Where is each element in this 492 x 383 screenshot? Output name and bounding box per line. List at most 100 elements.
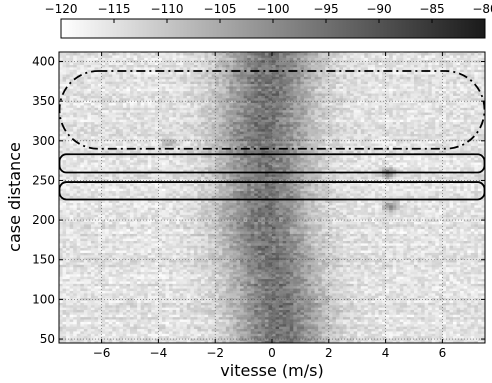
heatmap-cell xyxy=(211,304,216,308)
heatmap-cell xyxy=(410,338,415,341)
heatmap-cell xyxy=(105,333,109,337)
heatmap-cell xyxy=(254,335,259,339)
heatmap-cell xyxy=(190,269,195,272)
heatmap-cell xyxy=(122,262,127,265)
heatmap-cell xyxy=(222,304,227,308)
heatmap-cell xyxy=(467,247,472,251)
heatmap-cell xyxy=(463,269,468,272)
heatmap-cell xyxy=(335,333,340,337)
heatmap-cell xyxy=(122,243,127,246)
heatmap-cell xyxy=(463,247,468,251)
heatmap-cell xyxy=(176,309,180,313)
heatmap-cell xyxy=(144,309,149,313)
heatmap-cell xyxy=(360,316,365,320)
heatmap-cell xyxy=(300,331,305,334)
heatmap-cell xyxy=(105,290,109,294)
heatmap-cell xyxy=(268,309,273,313)
heatmap-cell xyxy=(179,307,184,310)
heatmap-cell xyxy=(378,257,383,261)
heatmap-cell xyxy=(240,304,244,308)
heatmap-cell xyxy=(229,266,234,270)
heatmap-cell xyxy=(282,300,287,303)
heatmap-cell xyxy=(257,319,262,322)
heatmap-cell xyxy=(98,319,102,322)
heatmap-cell xyxy=(236,326,241,330)
heatmap-cell xyxy=(382,266,386,270)
heatmap-cell xyxy=(147,293,152,296)
heatmap-cell xyxy=(378,247,383,251)
heatmap-cell xyxy=(158,290,163,294)
heatmap-cell xyxy=(73,293,78,296)
heatmap-cell xyxy=(470,252,475,256)
heatmap-cell xyxy=(140,290,145,294)
heatmap-cell xyxy=(190,297,195,301)
heatmap-cell xyxy=(193,338,198,341)
heatmap-cell xyxy=(101,243,106,246)
heatmap-cell xyxy=(169,323,173,327)
heatmap-cell xyxy=(172,250,177,253)
heatmap-cell xyxy=(410,290,415,294)
heatmap-cell xyxy=(115,338,120,341)
heatmap-cell xyxy=(264,338,269,341)
heatmap-cell xyxy=(449,288,454,291)
heatmap-cell xyxy=(264,254,269,258)
heatmap-cell xyxy=(414,245,418,249)
heatmap-cell xyxy=(172,338,177,341)
heatmap-cell xyxy=(98,283,102,287)
heatmap-cell xyxy=(431,328,436,332)
heatmap-cell xyxy=(417,252,422,256)
heatmap-cell xyxy=(332,340,337,343)
heatmap-cell xyxy=(367,319,372,322)
heatmap-cell xyxy=(328,250,333,253)
heatmap-cell xyxy=(208,278,212,282)
heatmap-cell xyxy=(126,295,131,299)
heatmap-cell xyxy=(183,264,188,268)
heatmap-cell xyxy=(328,304,333,308)
heatmap-cell xyxy=(208,314,212,318)
heatmap-cell xyxy=(449,259,454,263)
heatmap-cell xyxy=(126,304,131,308)
heatmap-cell xyxy=(453,295,457,299)
heatmap-cell xyxy=(247,314,251,318)
heatmap-cell xyxy=(311,264,315,268)
heatmap-cell xyxy=(314,259,319,263)
heatmap-cell xyxy=(197,331,202,334)
heatmap-cell xyxy=(236,262,241,265)
heatmap-cell xyxy=(428,300,433,303)
heatmap-cell xyxy=(403,288,408,291)
heatmap-cell xyxy=(282,266,287,270)
heatmap-cell xyxy=(360,340,365,343)
heatmap-cell xyxy=(460,316,464,320)
heatmap-cell xyxy=(169,252,173,256)
heatmap-cell xyxy=(311,297,315,301)
heatmap-cell xyxy=(289,307,294,310)
heatmap-cell xyxy=(80,340,85,343)
heatmap-cell xyxy=(247,259,251,263)
heatmap-cell xyxy=(73,250,78,253)
heatmap-cell xyxy=(122,335,127,339)
heatmap-cell xyxy=(151,319,156,322)
heatmap-cell xyxy=(211,326,216,330)
heatmap-cell xyxy=(69,307,74,310)
heatmap-cell xyxy=(151,247,156,251)
heatmap-cell xyxy=(445,321,450,325)
heatmap-cell xyxy=(428,254,433,258)
heatmap-cell xyxy=(378,307,383,310)
heatmap-cell xyxy=(261,307,266,310)
heatmap-cell xyxy=(112,331,117,334)
heatmap-cell xyxy=(179,321,184,325)
heatmap-cell xyxy=(357,290,362,294)
heatmap-cell xyxy=(232,321,237,325)
heatmap-cell xyxy=(211,274,216,277)
heatmap-cell xyxy=(424,266,429,270)
heatmap-cell xyxy=(208,293,212,296)
heatmap-cell xyxy=(250,269,255,272)
heatmap-cell xyxy=(119,300,124,303)
heatmap-cell xyxy=(98,257,102,261)
heatmap-cell xyxy=(80,297,85,301)
heatmap-cell xyxy=(385,323,390,327)
heatmap-cell xyxy=(165,312,170,315)
heatmap-cell xyxy=(428,340,433,343)
heatmap-cell xyxy=(101,312,106,315)
heatmap-cell xyxy=(144,283,149,287)
